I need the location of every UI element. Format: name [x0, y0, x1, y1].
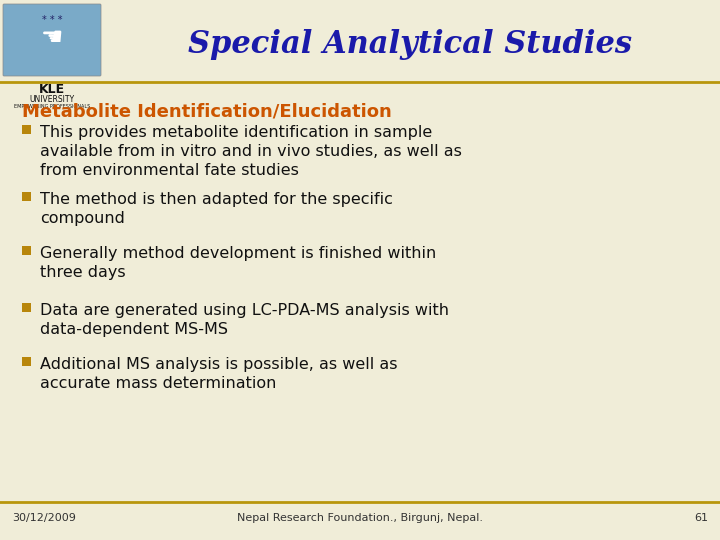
Text: This provides metabolite identification in sample
available from in vitro and in: This provides metabolite identification … — [40, 125, 462, 178]
Bar — [22, 303, 31, 312]
FancyBboxPatch shape — [3, 4, 101, 76]
Text: EMPOWERING PROFESSIONALS: EMPOWERING PROFESSIONALS — [14, 104, 90, 109]
Text: KLE: KLE — [39, 83, 65, 96]
Text: Data are generated using LC-PDA-MS analysis with
data-dependent MS-MS: Data are generated using LC-PDA-MS analy… — [40, 303, 449, 337]
Text: * * *: * * * — [42, 15, 62, 25]
Text: Generally method development is finished within
three days: Generally method development is finished… — [40, 246, 436, 280]
Text: 61: 61 — [694, 513, 708, 523]
Bar — [22, 357, 31, 366]
Bar — [22, 246, 31, 255]
Text: ☚: ☚ — [41, 26, 63, 50]
Text: Additional MS analysis is possible, as well as
accurate mass determination: Additional MS analysis is possible, as w… — [40, 357, 397, 391]
Text: Metabolite Identification/Elucidation: Metabolite Identification/Elucidation — [22, 102, 392, 120]
Bar — [22, 192, 31, 201]
Text: Nepal Research Foundation., Birgunj, Nepal.: Nepal Research Foundation., Birgunj, Nep… — [237, 513, 483, 523]
Text: 30/12/2009: 30/12/2009 — [12, 513, 76, 523]
Text: The method is then adapted for the specific
compound: The method is then adapted for the speci… — [40, 192, 393, 226]
Text: Special Analytical Studies: Special Analytical Studies — [188, 30, 632, 60]
Bar — [22, 125, 31, 134]
Text: UNIVERSITY: UNIVERSITY — [30, 95, 75, 104]
